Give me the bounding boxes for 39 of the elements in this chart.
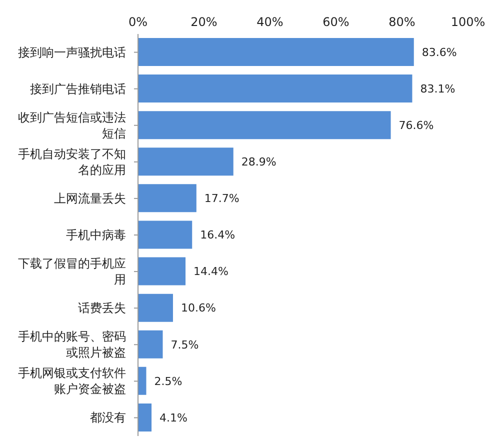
y-tick-label: 手机中病毒 (66, 228, 126, 242)
data-label: 83.1% (420, 82, 456, 96)
bar (138, 220, 192, 249)
bar (138, 111, 391, 140)
bar (138, 366, 146, 395)
data-label: 4.1% (160, 411, 188, 424)
x-tick-label: 60% (322, 15, 350, 29)
bar (138, 148, 234, 176)
bar (138, 403, 152, 432)
bar (138, 257, 186, 286)
y-tick-label: 手机自动安装了不知名的应用 (18, 146, 126, 177)
x-tick-label: 20% (190, 15, 218, 29)
y-tick-label: 手机中的账号、密码或照片被盗 (18, 330, 126, 360)
y-tick-label: 接到广告推销电话 (30, 82, 126, 96)
data-label: 16.4% (200, 228, 236, 242)
data-label: 83.6% (422, 46, 457, 59)
bar (138, 184, 196, 212)
y-tick-label: 手机网银或支付软件账户资金被盗 (18, 366, 126, 396)
bar (138, 330, 163, 358)
data-label: 76.6% (398, 118, 434, 132)
x-tick-label: 100% (450, 15, 486, 29)
data-label: 14.4% (194, 265, 228, 278)
y-tick-label: 上网流量丢失 (54, 191, 126, 206)
x-tick-label: 40% (256, 15, 284, 29)
bar (138, 38, 414, 66)
y-tick-label: 接到响一声骚扰电话 (18, 45, 126, 60)
bar (138, 74, 412, 103)
bar (138, 294, 173, 322)
y-tick-label: 下载了假冒的手机应用 (18, 256, 126, 287)
y-tick-label: 话费丢失 (78, 301, 126, 316)
data-label: 28.9% (241, 156, 276, 169)
x-tick-label: 80% (388, 15, 416, 29)
y-tick-label: 都没有 (90, 410, 126, 425)
x-tick-label: 0% (128, 15, 148, 29)
data-label: 10.6% (180, 302, 216, 315)
data-label: 2.5% (154, 374, 182, 388)
y-tick-label: 收到广告短信或违法短信 (18, 110, 126, 140)
data-label: 7.5% (170, 338, 199, 352)
data-label: 17.7% (204, 192, 240, 206)
